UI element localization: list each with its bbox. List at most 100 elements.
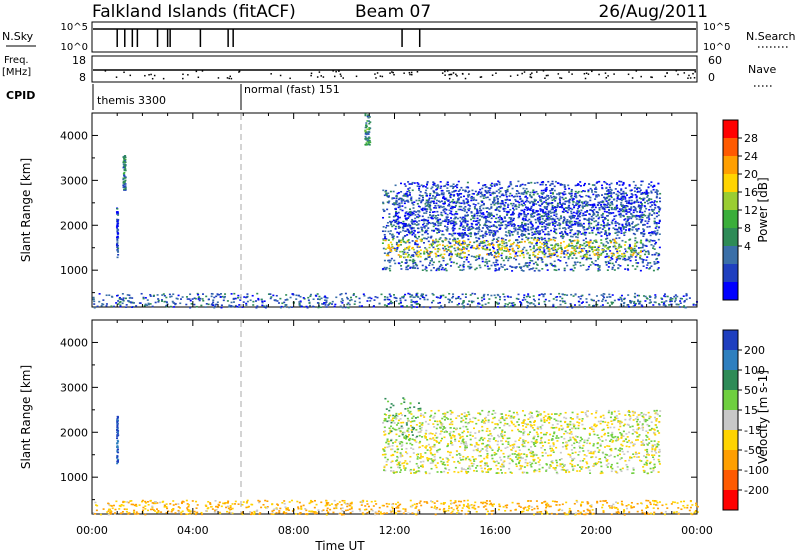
data-point bbox=[382, 208, 385, 211]
data-point bbox=[428, 211, 431, 214]
data-point bbox=[449, 440, 452, 443]
data-point bbox=[443, 211, 446, 213]
data-point bbox=[504, 227, 507, 230]
data-point bbox=[425, 212, 428, 214]
data-point bbox=[523, 208, 526, 211]
data-point bbox=[393, 296, 396, 299]
data-point bbox=[510, 305, 513, 308]
data-point bbox=[368, 115, 371, 118]
data-point bbox=[470, 211, 473, 213]
data-point bbox=[339, 305, 342, 308]
data-point bbox=[553, 432, 556, 435]
data-point bbox=[440, 200, 443, 202]
data-point bbox=[547, 247, 550, 250]
data-point bbox=[124, 158, 127, 161]
data-point bbox=[530, 302, 533, 304]
data-point bbox=[637, 299, 640, 302]
data-point bbox=[577, 231, 580, 233]
data-point bbox=[474, 293, 477, 295]
data-point bbox=[515, 297, 518, 300]
data-point bbox=[649, 239, 652, 241]
data-point bbox=[563, 433, 566, 435]
nave-point bbox=[410, 71, 413, 74]
nsky-panel-frame bbox=[91, 21, 698, 53]
data-point bbox=[397, 245, 400, 247]
data-point bbox=[117, 218, 120, 221]
data-point bbox=[563, 186, 566, 189]
data-point bbox=[608, 198, 611, 201]
data-point bbox=[454, 223, 457, 226]
data-point bbox=[495, 207, 498, 210]
data-point bbox=[616, 228, 619, 231]
data-point bbox=[381, 230, 384, 233]
data-point bbox=[387, 259, 390, 262]
data-point bbox=[622, 227, 625, 229]
data-point bbox=[369, 141, 372, 144]
data-point bbox=[559, 183, 562, 185]
data-point bbox=[590, 246, 593, 249]
data-point bbox=[645, 238, 648, 241]
data-point bbox=[466, 244, 469, 247]
nave-point bbox=[687, 77, 689, 79]
data-point bbox=[570, 212, 573, 215]
data-point bbox=[613, 244, 616, 247]
data-point bbox=[440, 264, 443, 267]
data-point bbox=[541, 196, 544, 198]
data-point bbox=[692, 304, 695, 306]
data-point bbox=[480, 200, 483, 202]
data-point bbox=[263, 306, 266, 308]
data-point bbox=[498, 247, 501, 249]
data-point bbox=[467, 195, 470, 197]
data-point bbox=[561, 206, 564, 209]
data-point bbox=[657, 182, 660, 185]
data-point bbox=[607, 260, 610, 263]
data-point bbox=[426, 199, 429, 202]
data-point bbox=[613, 254, 616, 256]
data-point bbox=[608, 223, 611, 226]
data-point bbox=[508, 234, 511, 237]
data-point bbox=[438, 243, 441, 246]
data-point bbox=[514, 195, 517, 198]
data-point bbox=[622, 182, 625, 185]
data-point bbox=[466, 214, 469, 216]
data-point bbox=[651, 210, 654, 213]
data-point bbox=[536, 214, 539, 216]
data-point bbox=[459, 216, 462, 219]
data-point bbox=[569, 268, 572, 271]
data-point bbox=[605, 196, 608, 199]
data-point bbox=[592, 304, 595, 307]
data-point bbox=[366, 128, 369, 131]
data-point bbox=[504, 223, 507, 226]
data-point bbox=[548, 250, 551, 253]
data-point bbox=[403, 194, 406, 197]
data-point bbox=[549, 192, 552, 194]
data-point bbox=[403, 431, 406, 434]
data-point bbox=[631, 229, 634, 231]
data-point bbox=[539, 199, 542, 201]
data-point bbox=[517, 180, 520, 183]
data-point bbox=[426, 208, 429, 210]
nave-point bbox=[544, 77, 546, 79]
data-point bbox=[243, 296, 246, 298]
data-point bbox=[647, 253, 650, 255]
data-point bbox=[484, 224, 487, 227]
data-point bbox=[481, 256, 484, 259]
data-point bbox=[543, 249, 546, 251]
nave-point bbox=[587, 73, 590, 75]
data-point bbox=[364, 130, 367, 133]
data-point bbox=[465, 258, 468, 261]
data-point bbox=[397, 223, 400, 225]
data-point bbox=[241, 306, 244, 308]
data-point bbox=[643, 249, 646, 252]
data-point bbox=[412, 220, 415, 223]
nave-point bbox=[403, 72, 405, 74]
data-point bbox=[569, 254, 572, 257]
data-point bbox=[521, 199, 524, 202]
data-point bbox=[560, 204, 563, 207]
data-point bbox=[642, 228, 645, 230]
data-point bbox=[465, 414, 468, 416]
data-point bbox=[632, 211, 635, 214]
data-point bbox=[622, 206, 625, 209]
data-point bbox=[578, 206, 581, 208]
data-point bbox=[472, 193, 475, 195]
